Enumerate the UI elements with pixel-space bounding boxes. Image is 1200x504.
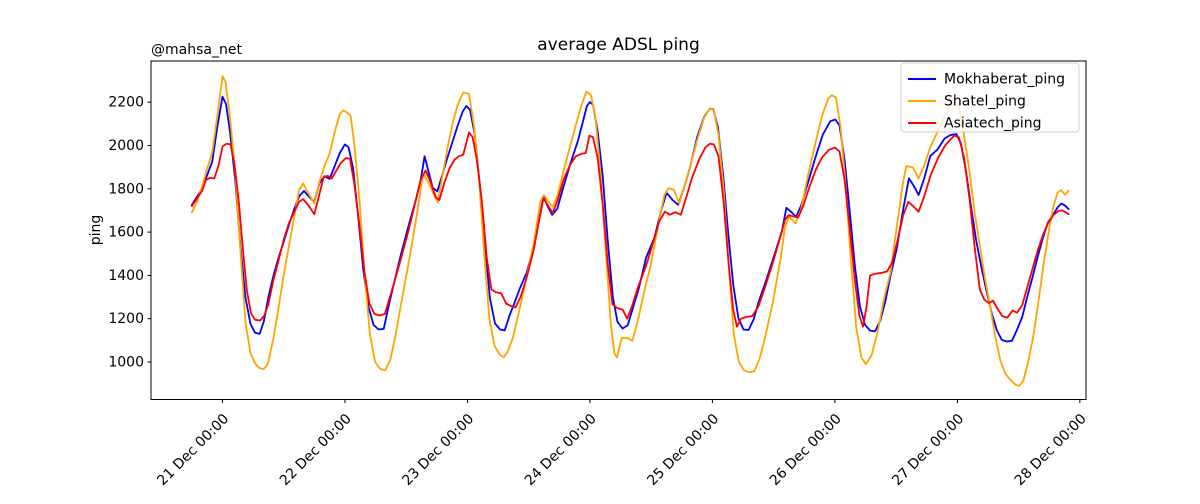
legend-label-asiatech: Asiatech_ping [944, 116, 1042, 132]
chart-title: average ADSL ping [537, 35, 699, 55]
legend: Mokhaberat_ping Shatel_ping Asiatech_pin… [900, 62, 1080, 133]
y-axis-label: ping [88, 215, 104, 246]
legend-label-shatel: Shatel_ping [944, 94, 1026, 110]
watermark-text: @mahsa_net [151, 42, 242, 58]
x-tick-label: 21 Dec 00:00 [154, 411, 232, 489]
y-tick-label: 2200 [108, 95, 144, 111]
x-tick-label: 26 Dec 00:00 [767, 411, 845, 489]
x-tick-label: 22 Dec 00:00 [277, 411, 355, 489]
y-tick-label: 2000 [108, 138, 144, 154]
plot-series-layer [190, 75, 1070, 387]
legend-box [900, 62, 1080, 133]
series-line-shatel_ping [190, 75, 1070, 387]
series-line-mokhaberat_ping [190, 95, 1070, 343]
x-tick-label: 23 Dec 00:00 [399, 411, 477, 489]
y-tick-label: 1400 [108, 268, 144, 284]
axes-frame [150, 60, 1087, 400]
x-tick-label: 25 Dec 00:00 [644, 411, 722, 489]
y-tick-label: 1800 [108, 181, 144, 197]
x-tick-label: 27 Dec 00:00 [889, 411, 967, 489]
y-tick-label: 1000 [108, 355, 144, 371]
y-tick-label: 1600 [108, 225, 144, 241]
legend-label-mokhaberat: Mokhaberat_ping [944, 72, 1065, 88]
series-line-asiatech_ping [190, 131, 1070, 328]
y-tick-label: 1200 [108, 311, 144, 327]
x-tick-label: 28 Dec 00:00 [1012, 411, 1090, 489]
x-tick-label: 24 Dec 00:00 [522, 411, 600, 489]
